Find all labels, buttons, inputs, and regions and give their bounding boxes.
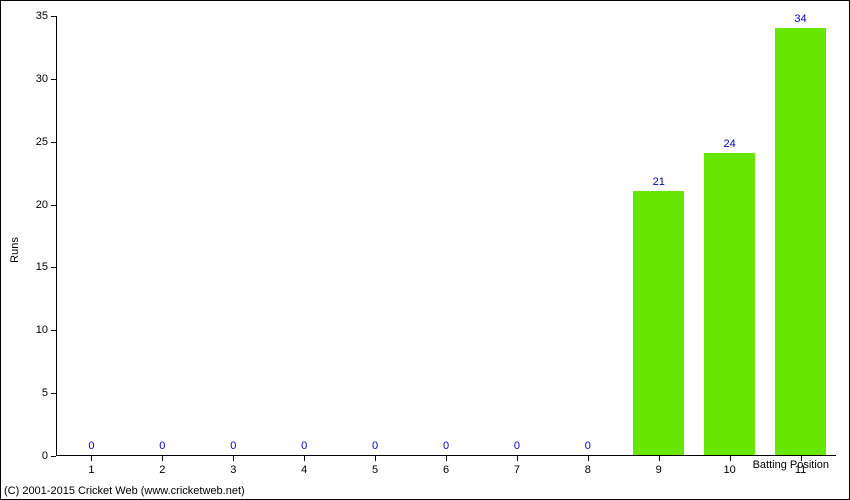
bar-value-label: 0: [159, 440, 165, 452]
y-tick: [51, 393, 56, 394]
bar-value-label: 21: [653, 176, 665, 188]
x-tick: [233, 456, 234, 461]
y-tick-label: 5: [42, 387, 48, 399]
y-tick: [51, 205, 56, 206]
y-tick: [51, 79, 56, 80]
x-tick-label: 5: [372, 464, 378, 476]
x-tick: [517, 456, 518, 461]
bar-value-label: 34: [794, 13, 806, 25]
y-axis-title: Runs: [9, 237, 21, 263]
x-tick: [659, 456, 660, 461]
x-tick: [162, 456, 163, 461]
bar: [633, 191, 684, 455]
y-tick-label: 35: [36, 10, 48, 22]
chart-container: Runs 00000000212434 05101520253035 12345…: [0, 0, 850, 500]
y-tick: [51, 456, 56, 457]
plot-area: 00000000212434 05101520253035 1234567891…: [56, 16, 836, 456]
y-tick-label: 20: [36, 199, 48, 211]
x-tick-label: 4: [301, 464, 307, 476]
y-tick-label: 25: [36, 136, 48, 148]
bar-value-label: 0: [372, 440, 378, 452]
x-tick-label: 3: [230, 464, 236, 476]
y-axis-line: [56, 16, 57, 456]
y-tick-label: 30: [36, 73, 48, 85]
copyright-text: (C) 2001-2015 Cricket Web (www.cricketwe…: [4, 485, 245, 497]
bar-value-label: 0: [585, 440, 591, 452]
bar: [704, 153, 755, 455]
x-tick-label: 10: [724, 464, 736, 476]
x-tick-label: 1: [88, 464, 94, 476]
bar: [775, 28, 826, 455]
x-tick-label: 2: [159, 464, 165, 476]
y-tick: [51, 330, 56, 331]
y-tick-label: 15: [36, 261, 48, 273]
x-axis-title: Batting Position: [753, 459, 829, 471]
bar-value-label: 0: [88, 440, 94, 452]
bar-value-label: 0: [301, 440, 307, 452]
x-tick: [730, 456, 731, 461]
x-tick: [375, 456, 376, 461]
y-tick: [51, 267, 56, 268]
bar-value-label: 0: [443, 440, 449, 452]
bar-value-label: 24: [724, 138, 736, 150]
bar-value-label: 0: [514, 440, 520, 452]
x-tick-label: 9: [656, 464, 662, 476]
y-tick-label: 10: [36, 324, 48, 336]
x-tick: [446, 456, 447, 461]
y-tick-label: 0: [42, 450, 48, 462]
y-tick: [51, 142, 56, 143]
x-tick: [91, 456, 92, 461]
x-tick: [588, 456, 589, 461]
y-tick: [51, 16, 56, 17]
x-tick-label: 8: [585, 464, 591, 476]
x-tick: [304, 456, 305, 461]
bar-value-label: 0: [230, 440, 236, 452]
x-tick-label: 7: [514, 464, 520, 476]
x-tick-label: 6: [443, 464, 449, 476]
